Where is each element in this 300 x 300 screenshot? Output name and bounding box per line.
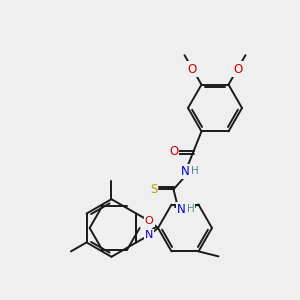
Text: O: O (188, 62, 197, 76)
Text: N: N (145, 230, 153, 240)
Text: H: H (190, 167, 198, 176)
Text: O: O (233, 62, 242, 76)
Text: S: S (150, 183, 157, 196)
Text: H: H (187, 204, 194, 214)
Text: N: N (181, 165, 190, 178)
Text: O: O (145, 216, 154, 226)
Text: O: O (169, 145, 178, 158)
Text: N: N (177, 203, 186, 216)
